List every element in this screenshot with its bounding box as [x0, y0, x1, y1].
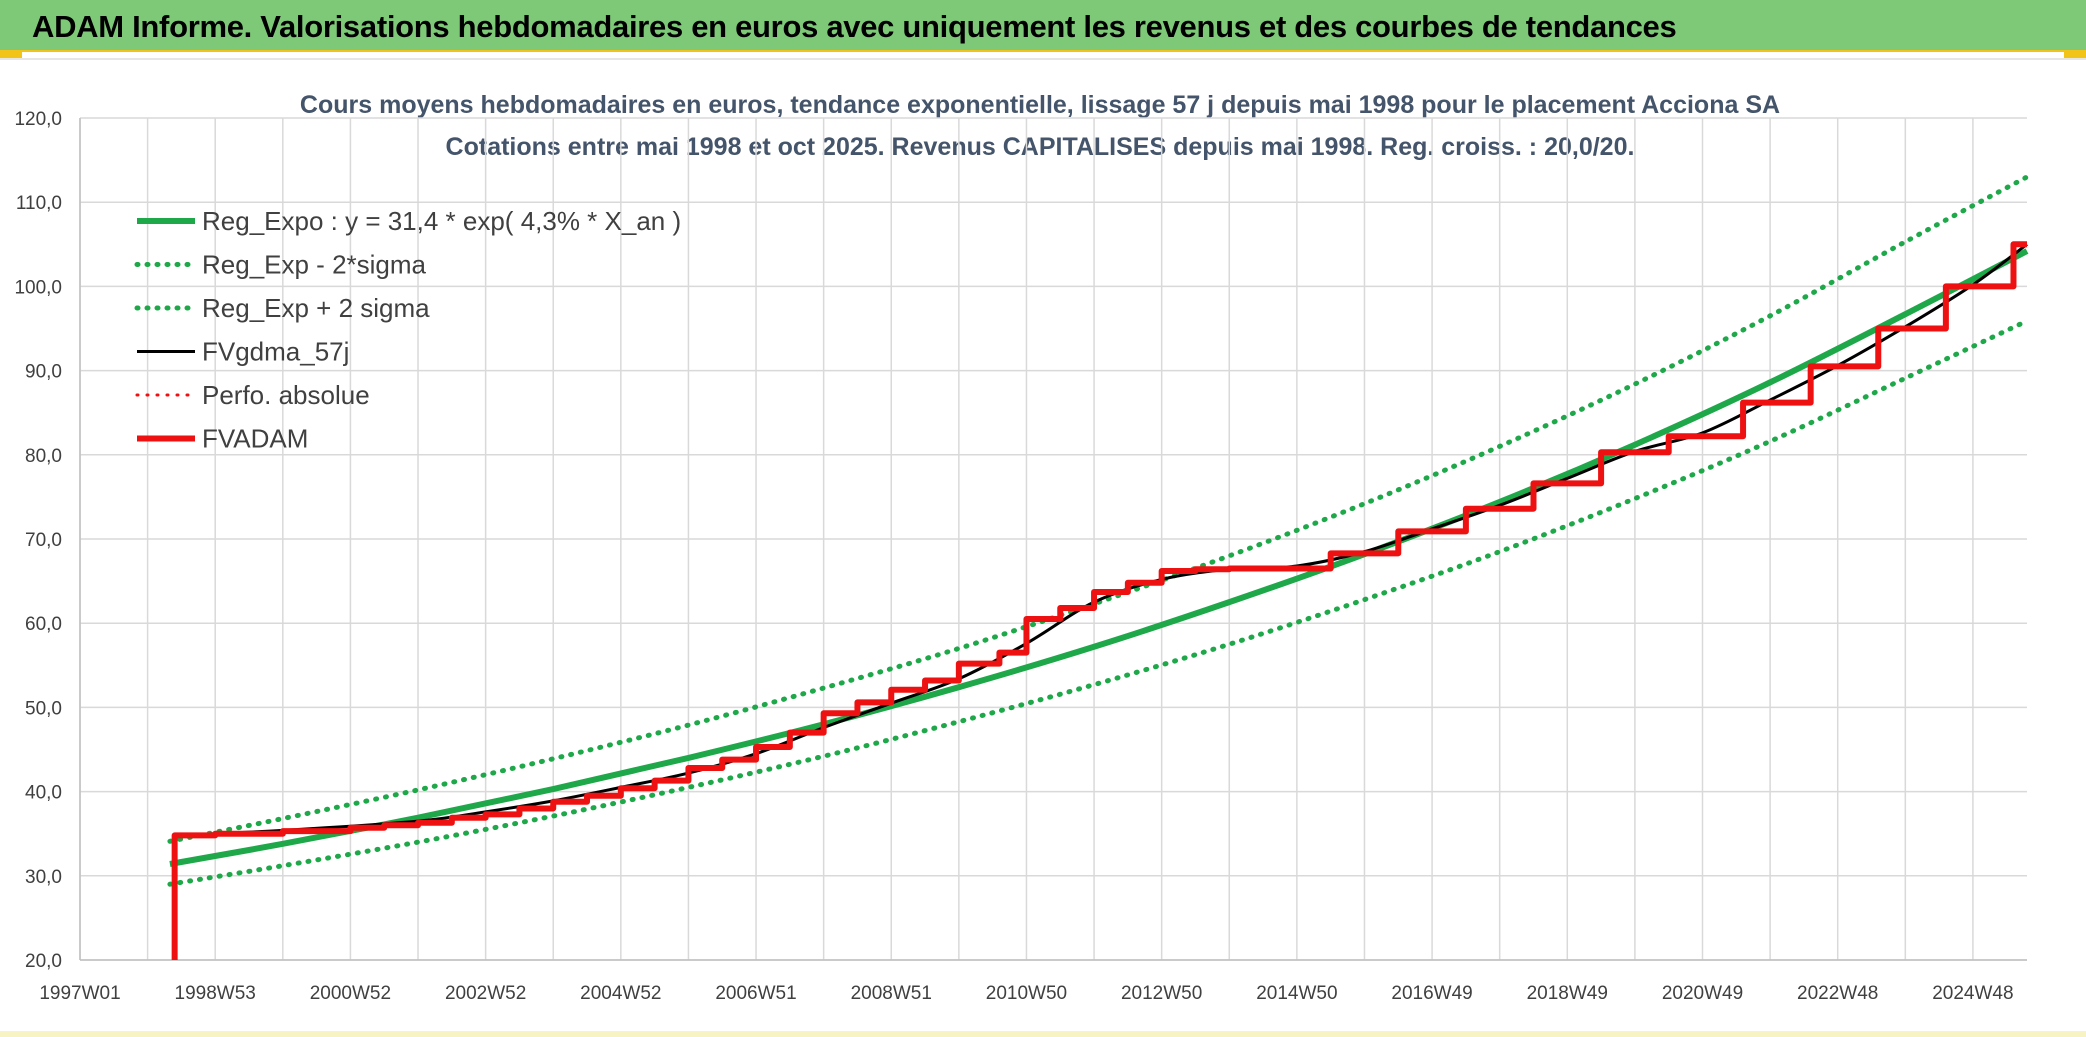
- y-tick-label: 60,0: [25, 614, 62, 635]
- x-tick-label: 2020W49: [1662, 983, 1743, 1004]
- series-line-0: [169, 248, 2029, 867]
- corner-marker-left: [0, 52, 22, 60]
- x-tick-label: 2018W49: [1527, 983, 1608, 1004]
- series-line-5: [171, 241, 2027, 960]
- series-lines: [167, 174, 2030, 960]
- legend: Reg_Expo : y = 31,4 * exp( 4,3% * X_an )…: [134, 206, 681, 454]
- grid-lines: [79, 117, 2027, 961]
- x-tick-label: 2016W49: [1391, 983, 1472, 1004]
- y-tick-label: 70,0: [25, 530, 62, 551]
- x-tick-label: 2000W52: [310, 983, 391, 1004]
- x-tick-label: 2024W48: [1932, 983, 2013, 1004]
- x-tick-label: 2014W50: [1256, 983, 1337, 1004]
- y-tick-label: 100,0: [14, 277, 62, 298]
- legend-label: Reg_Exp + 2 sigma: [202, 293, 430, 323]
- y-tick-label: 80,0: [25, 446, 62, 467]
- corner-marker-right: [2064, 52, 2086, 60]
- x-tick-label: 2012W50: [1121, 983, 1202, 1004]
- series-line-3: [174, 243, 2028, 837]
- legend-label: Perfo. absolue: [202, 380, 370, 410]
- y-axis-ticks: 20,0 30,0 40,0 50,0 60,0 70,0 80,0 90,0 100,0 110…: [14, 109, 62, 972]
- x-tick-label: 2002W52: [445, 983, 526, 1004]
- x-tick-label: 1997W01: [39, 983, 120, 1004]
- legend-label: FVADAM: [202, 424, 308, 454]
- x-tick-label: 2008W51: [851, 983, 932, 1004]
- y-tick-label: 120,0: [14, 109, 62, 130]
- x-tick-label: 2010W50: [986, 983, 1067, 1004]
- y-tick-label: 110,0: [16, 193, 62, 214]
- chart-title: Cours moyens hebdomadaires en euros, ten…: [300, 91, 1780, 119]
- page-title: ADAM Informe. Valorisations hebdomadaire…: [32, 9, 1677, 44]
- x-tick-label: 2004W52: [580, 983, 661, 1004]
- bottom-bar: [0, 1031, 2086, 1037]
- legend-label: FVgdma_57j: [202, 337, 349, 367]
- y-tick-label: 20,0: [25, 951, 62, 972]
- x-tick-label: 1998W53: [175, 983, 256, 1004]
- legend-label: Reg_Expo : y = 31,4 * exp( 4,3% * X_an ): [202, 206, 681, 236]
- y-tick-label: 40,0: [25, 783, 62, 804]
- x-axis-ticks: 1997W01 1998W53 2000W52 2002W52 2004W52 2006W…: [39, 983, 2013, 1004]
- y-tick-label: 90,0: [25, 362, 62, 383]
- y-tick-label: 50,0: [25, 698, 62, 719]
- series-line-2: [167, 174, 2030, 844]
- header-banner: ADAM Informe. Valorisations hebdomadaire…: [0, 0, 2086, 52]
- y-tick-label: 30,0: [25, 867, 62, 888]
- legend-label: Reg_Exp - 2*sigma: [202, 250, 427, 280]
- x-tick-label: 2006W51: [715, 983, 796, 1004]
- x-tick-label: 2022W48: [1797, 983, 1878, 1004]
- chart-subtitle: Cotations entre mai 1998 et oct 2025. Re…: [446, 133, 1635, 161]
- chart-frame: [0, 58, 2086, 1032]
- series-line-1: [167, 318, 2030, 887]
